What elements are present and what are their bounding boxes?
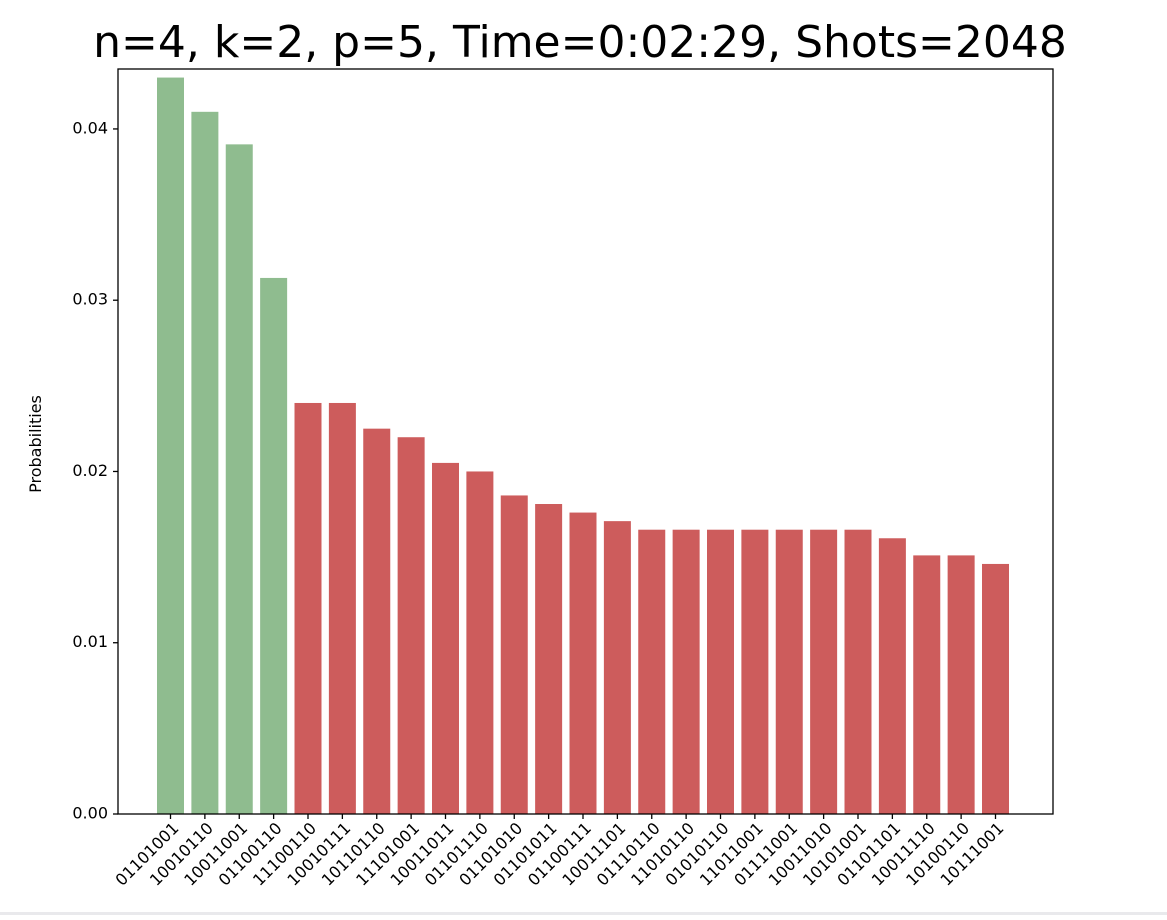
bar-10011011 bbox=[432, 462, 459, 814]
y-tick-label: 0.02 bbox=[72, 461, 108, 480]
bar-11010110 bbox=[672, 529, 700, 814]
bar-11101001 bbox=[397, 437, 425, 814]
bar-10100110 bbox=[947, 555, 975, 814]
bar-01101010 bbox=[500, 495, 528, 814]
y-axis-label: Probabilities bbox=[26, 395, 45, 493]
bar-01111001 bbox=[775, 529, 803, 814]
bar-01110110 bbox=[638, 529, 666, 814]
y-axis: 0.00 0.01 0.02 0.03 0.04 bbox=[72, 118, 118, 823]
bar-10011101 bbox=[603, 521, 631, 814]
bar-01010110 bbox=[707, 529, 734, 814]
bar-10111001 bbox=[982, 563, 1009, 814]
bar-10101001 bbox=[844, 529, 872, 814]
bar-01101001 bbox=[157, 77, 184, 814]
bar-10110110 bbox=[363, 428, 391, 814]
bar-01100110 bbox=[260, 277, 288, 814]
bottom-divider bbox=[0, 912, 1167, 915]
bar-01101011 bbox=[535, 504, 563, 814]
bar-10010110 bbox=[191, 111, 219, 814]
bar-01101110 bbox=[466, 471, 494, 814]
chart-title: n=4, k=2, p=5, Time=0:02:29, Shots=2048 bbox=[93, 17, 1067, 68]
y-tick-label: 0.03 bbox=[72, 290, 108, 309]
y-tick-label: 0.00 bbox=[72, 804, 108, 823]
x-axis: 0110100110010110100110010110011011100110… bbox=[111, 814, 1008, 890]
bar-01100111 bbox=[569, 512, 597, 814]
bar-10011010 bbox=[810, 529, 838, 814]
bar-11011001 bbox=[741, 529, 769, 814]
y-tick-label: 0.01 bbox=[72, 632, 108, 651]
bar-11100110 bbox=[294, 402, 322, 814]
axes-frame bbox=[117, 68, 1054, 815]
bar-10010111 bbox=[328, 402, 356, 814]
bar-10011110 bbox=[913, 555, 941, 814]
bars-group bbox=[157, 77, 1009, 815]
bar-10011001 bbox=[225, 144, 253, 815]
bar-01101101 bbox=[878, 538, 906, 814]
y-tick-label: 0.04 bbox=[72, 118, 108, 137]
